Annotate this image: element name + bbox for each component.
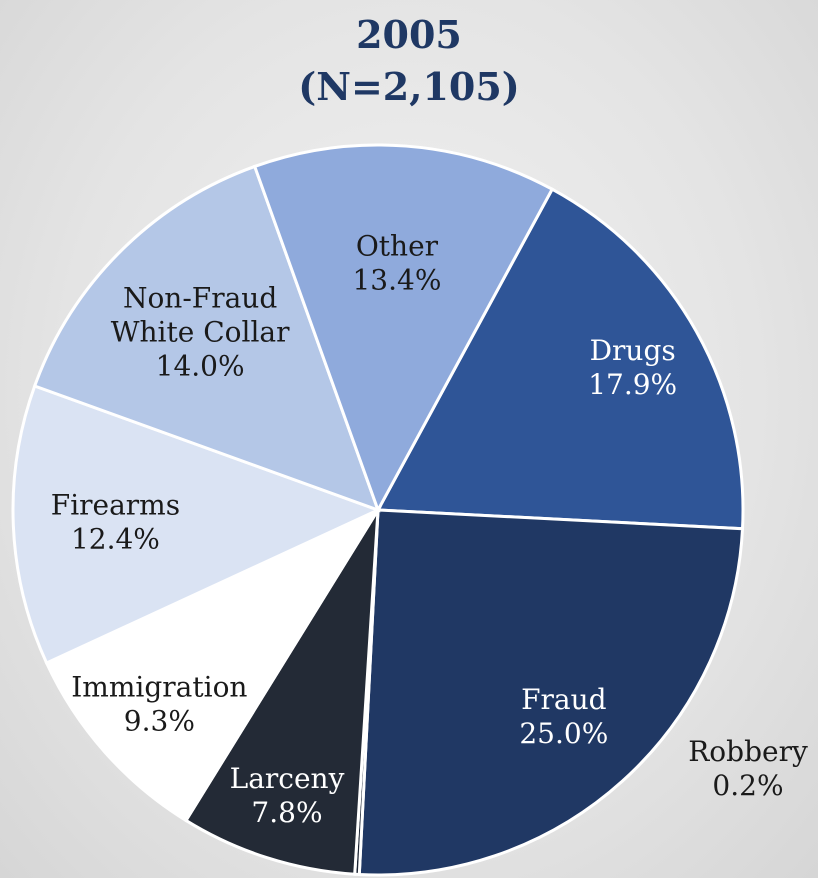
pie-slice-non-fraud-white-collar — [32, 164, 381, 513]
data-label-larceny-name: Larceny — [230, 762, 345, 795]
data-label-other-value: 13.4% — [352, 264, 441, 297]
pie-slice-drugs — [375, 187, 745, 531]
data-label-fraud-name: Fraud — [521, 683, 607, 716]
data-label-immigration-value: 9.3% — [124, 705, 195, 738]
data-label-non-fraud-white-collar-value: 14.0% — [156, 350, 245, 383]
data-label-drugs-name: Drugs — [590, 334, 676, 367]
data-label-robbery-value: 0.2% — [712, 769, 783, 802]
pie-slice-other — [252, 143, 555, 514]
pie-slice-immigration — [44, 506, 382, 823]
data-label-non-fraud-white-collar-name: Non-Fraud — [123, 282, 277, 315]
data-label-immigration-name: Immigration — [71, 671, 247, 704]
chart-subtitle: (N=2,105) — [298, 64, 520, 109]
pie-slice-larceny — [183, 509, 380, 876]
data-label-fraud-value: 25.0% — [519, 717, 608, 750]
data-label-drugs-value: 17.9% — [588, 368, 677, 401]
data-label-larceny-value: 7.8% — [251, 796, 322, 829]
chart-title: 2005 — [356, 12, 462, 57]
pie-slices — [11, 143, 745, 877]
data-label-firearms-value: 12.4% — [71, 522, 160, 555]
pie-slice-fraud — [357, 508, 745, 877]
data-label-non-fraud-white-collar-name: White Collar — [111, 316, 290, 349]
data-label-robbery-name: Robbery — [688, 735, 808, 768]
data-label-other-name: Other — [356, 230, 439, 263]
data-label-firearms-name: Firearms — [51, 488, 180, 521]
pie-slice-firearms — [11, 384, 382, 665]
